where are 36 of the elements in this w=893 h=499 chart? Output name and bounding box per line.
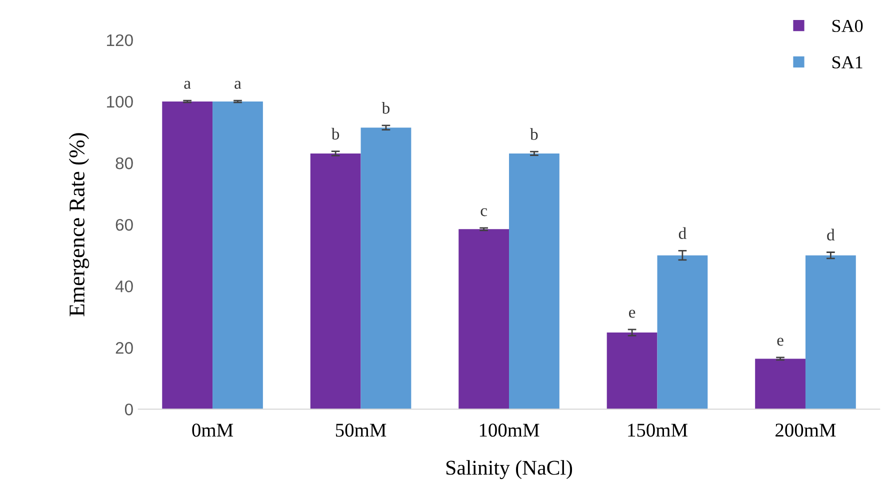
y-tick-label: 20 xyxy=(116,342,133,354)
x-tick-label: 50mM xyxy=(336,424,386,437)
data-label: c xyxy=(480,208,487,216)
legend-label: SA1 xyxy=(832,56,862,68)
y-axis-title: Emergence Rate (%) xyxy=(68,133,90,316)
x-tick-label: 0mM xyxy=(192,424,234,437)
y-tick-label: 40 xyxy=(115,280,133,292)
bar xyxy=(162,101,213,410)
bar xyxy=(310,153,361,410)
x-axis-title: Salinity (NaCl) xyxy=(446,460,572,480)
bar xyxy=(606,332,658,410)
data-label: b xyxy=(530,128,538,140)
data-label: a xyxy=(234,80,242,89)
data-label: b xyxy=(331,128,340,140)
bar xyxy=(657,255,708,410)
y-tick-label: 100 xyxy=(107,96,133,108)
bar xyxy=(509,153,560,410)
x-tick-label: 200mM xyxy=(776,424,836,437)
data-label: e xyxy=(777,338,784,346)
data-label: b xyxy=(382,102,390,114)
bar xyxy=(360,128,412,410)
bar xyxy=(458,229,510,410)
bar xyxy=(212,101,263,410)
y-tick-label: 60 xyxy=(116,218,133,231)
bar xyxy=(755,358,806,410)
data-label: d xyxy=(827,228,835,241)
x-tick-label: 150mM xyxy=(628,424,688,437)
x-tick-label: 100mM xyxy=(480,424,540,437)
y-tick-label: 80 xyxy=(116,157,133,170)
data-label: a xyxy=(184,80,191,89)
data-label: e xyxy=(629,310,636,318)
bar xyxy=(805,255,856,410)
data-label: d xyxy=(678,227,686,239)
legend-label: SA0 xyxy=(832,20,863,32)
y-tick-label: 0 xyxy=(124,404,133,416)
y-tick-label: 120 xyxy=(107,34,133,46)
